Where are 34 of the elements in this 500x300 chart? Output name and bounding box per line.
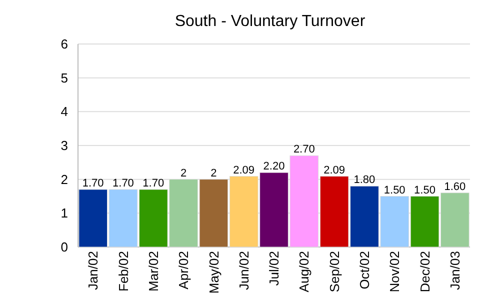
x-tick-label: Jan/03 [447, 251, 462, 290]
x-tick-label: May/02 [206, 251, 222, 294]
x-tick-label: Jul/02 [266, 251, 282, 286]
data-label: 1.50 [384, 184, 406, 196]
data-label: 2.20 [263, 160, 285, 173]
y-tick-label: 1 [60, 206, 68, 221]
x-tick-label: Feb/02 [116, 251, 131, 292]
x-tick-label: Sep/02 [326, 251, 342, 292]
x-tick-label: Apr/02 [176, 251, 192, 290]
y-tick-label: 5 [60, 70, 68, 86]
data-label: 2 [180, 167, 187, 180]
y-tick-label: 4 [60, 104, 68, 120]
y-tick-label: 2 [60, 172, 68, 187]
data-label: 1.70 [82, 177, 104, 190]
x-tick-label: Oct/02 [357, 251, 372, 290]
data-label: 2.09 [233, 164, 255, 176]
y-tick-label: 6 [60, 36, 68, 52]
x-tick-label: Jun/02 [236, 251, 252, 290]
x-tick-label: Aug/02 [296, 251, 312, 292]
data-label: 1.70 [142, 177, 164, 190]
chart-title: South - Voluntary Turnover [174, 13, 366, 30]
data-label: 2.70 [293, 144, 315, 156]
data-label: 2.09 [324, 164, 346, 176]
data-label: 1.50 [414, 184, 436, 196]
x-tick-label: Jan/02 [86, 251, 101, 290]
x-tick-label: Mar/02 [146, 251, 161, 292]
data-label: 1.70 [112, 177, 134, 190]
x-tick-label: Dec/02 [417, 251, 432, 292]
x-tick-label: Nov/02 [387, 251, 402, 292]
y-tick-label: 3 [60, 138, 68, 154]
y-tick-label: 0 [60, 240, 68, 255]
data-label: 1.60 [444, 180, 466, 193]
data-label: 1.80 [354, 174, 376, 186]
data-label: 2 [210, 167, 217, 180]
